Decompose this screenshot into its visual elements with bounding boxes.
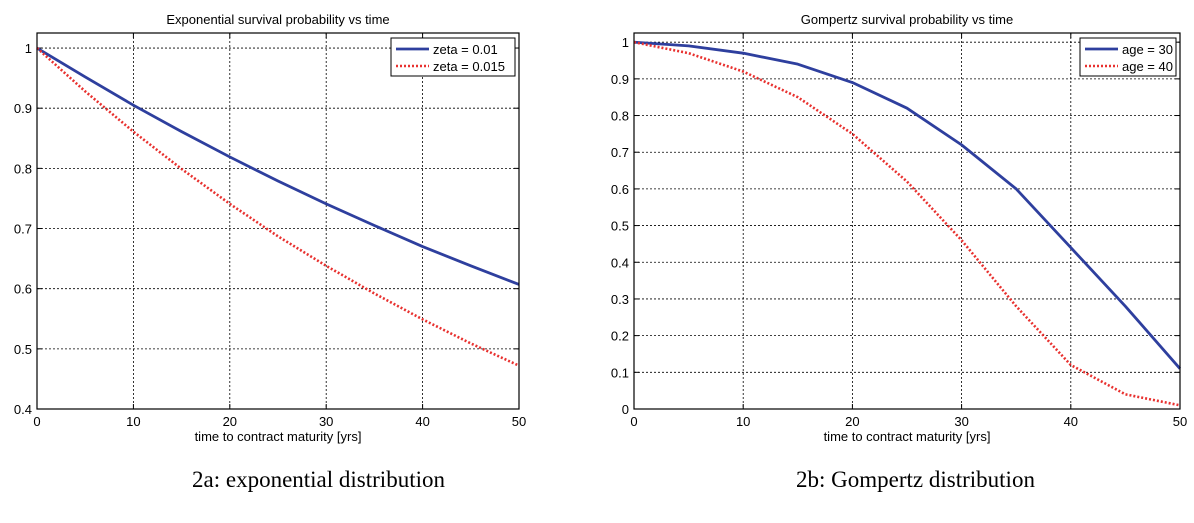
y-tick-label: 0.9	[611, 72, 629, 87]
x-tick-label: 0	[630, 414, 637, 429]
y-tick-label: 0.4	[14, 402, 32, 417]
x-axis-label: time to contract maturity [yrs]	[195, 429, 362, 444]
x-tick-label: 40	[1064, 414, 1078, 429]
y-tick-label: 0.6	[611, 182, 629, 197]
axes-frame	[633, 32, 1181, 410]
legend-label-1: age = 30	[1122, 42, 1173, 57]
y-tick-label: 0.8	[611, 109, 629, 124]
y-tick-label: 1	[25, 41, 32, 56]
plot-area	[37, 33, 519, 409]
y-tick-label: 1	[622, 35, 629, 50]
y-tick-label: 0.5	[611, 219, 629, 234]
y-tick-label: 0.1	[611, 365, 629, 380]
legend-label-2: age = 40	[1122, 59, 1173, 74]
legend-label-2: zeta = 0.015	[433, 59, 505, 74]
legend-box	[390, 37, 516, 77]
x-tick-label: 0	[33, 414, 40, 429]
x-tick-label: 10	[736, 414, 750, 429]
y-tick-label: 0.6	[14, 282, 32, 297]
legend: zeta = 0.01 zeta = 0.015	[390, 37, 516, 77]
y-tick-label: 0.7	[611, 145, 629, 160]
legend-box	[1079, 37, 1177, 77]
x-tick-label: 10	[126, 414, 140, 429]
chart-panel-exponential: 0 10 20 30 40 50 0.4 0.5 0.6 0.7 0.8 0.9 1 Exponentia…	[14, 12, 526, 492]
y-tick-label: 0	[622, 402, 629, 417]
figure-caption-2a: 2a: exponential distribution	[192, 467, 445, 492]
y-tick-label: 0.2	[611, 329, 629, 344]
x-tick-label: 20	[845, 414, 859, 429]
axes-frame	[36, 32, 520, 410]
y-tick-label: 0.7	[14, 222, 32, 237]
series-line-1	[36, 46, 520, 286]
chart-exponential: 0 10 20 30 40 50 0.4 0.5 0.6 0.7 0.8 0.9 1 Exponentia…	[14, 12, 526, 444]
y-tick-label: 0.3	[611, 292, 629, 307]
y-tick-label: 0.8	[14, 161, 32, 176]
x-tick-label: 50	[1173, 414, 1187, 429]
y-tick-label: 0.5	[14, 342, 32, 357]
x-axis-label: time to contract maturity [yrs]	[824, 429, 991, 444]
figure-caption-2b: 2b: Gompertz distribution	[796, 467, 1035, 492]
x-tick-label: 20	[223, 414, 237, 429]
chart-panel-gompertz: 0 10 20 30 40 50 0 0.1 0.2 0.3 0.4 0.5 0.6 0.7 0.8 0.9 1…	[597, 0, 1194, 523]
legend: age = 30 age = 40	[1079, 37, 1177, 77]
x-tick-label: 40	[415, 414, 429, 429]
chart-title: Exponential survival probability vs time	[166, 12, 389, 27]
plot-area	[634, 33, 1180, 409]
chart-title: Gompertz survival probability vs time	[801, 12, 1013, 27]
legend-label-1: zeta = 0.01	[433, 42, 498, 57]
series-line-1	[633, 40, 1182, 370]
x-tick-label: 30	[319, 414, 333, 429]
chart-gompertz: 0 10 20 30 40 50 0 0.1 0.2 0.3 0.4 0.5 0.6 0.7 0.8 0.9 1…	[611, 12, 1187, 444]
x-tick-label: 50	[512, 414, 526, 429]
x-tick-label: 30	[954, 414, 968, 429]
y-tick-label: 0.4	[611, 255, 629, 270]
y-tick-label: 0.9	[14, 101, 32, 116]
